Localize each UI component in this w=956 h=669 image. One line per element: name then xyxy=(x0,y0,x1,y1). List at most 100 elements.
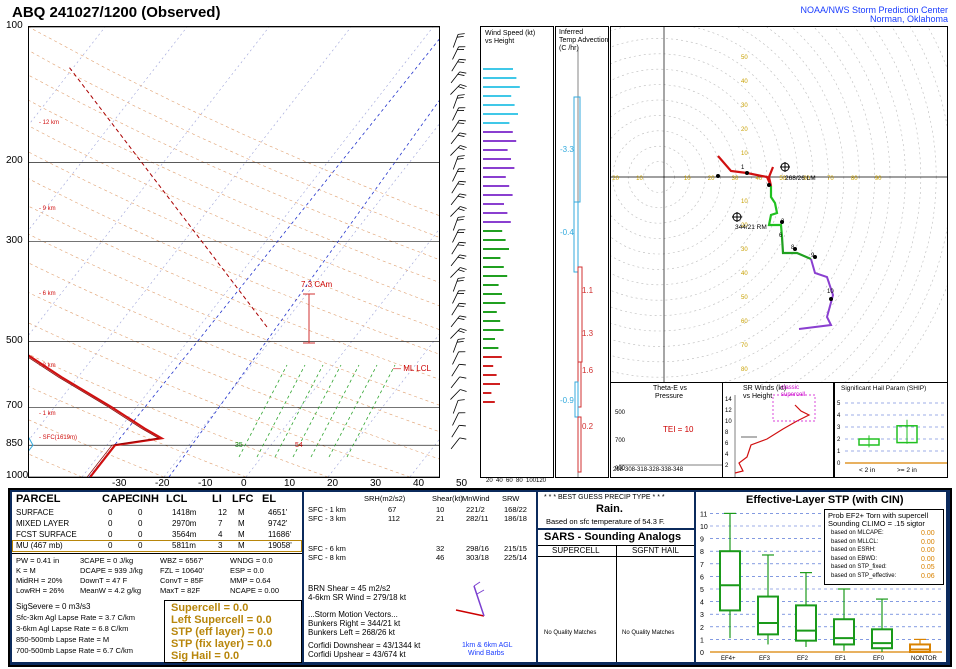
temp-advection-panel[interactable]: Inferred Temp Advection (C /hr) -3.3 -0.4… xyxy=(555,26,609,478)
sars-title: SARS - Sounding Analogs xyxy=(544,531,682,543)
stp-y-tick: 6 xyxy=(700,574,704,581)
barb-shaft xyxy=(452,339,459,353)
barb-flag xyxy=(457,61,465,63)
thermo-param: DownT = 47 F xyxy=(80,576,128,585)
barb-flag xyxy=(459,437,467,440)
thermo-param: DCAPE = 939 J/kg xyxy=(80,566,143,575)
wind-barb xyxy=(450,206,467,217)
wind-speed-panel[interactable]: Wind Speed (kt) vs Height xyxy=(480,26,554,478)
barb-flag xyxy=(460,389,467,392)
hodograph-y-tick: 10 xyxy=(741,199,748,205)
hodograph-ring xyxy=(793,27,906,383)
hodograph-point xyxy=(813,255,817,259)
hodograph-y-tick: 50 xyxy=(741,295,748,301)
temp-surface-label: 54 xyxy=(295,442,303,449)
stp-y-tick: 2 xyxy=(700,625,704,632)
wind-barb xyxy=(452,107,466,121)
height-label: - 6 km xyxy=(39,291,56,297)
skewt-panel[interactable]: 7.3 CAm — ML LCL - 12 km - 9 km - 6 km - 3 km… xyxy=(28,26,440,478)
stp-category-label: EF1 xyxy=(835,656,847,662)
hot-param: Supercell = 0.0 xyxy=(171,602,249,614)
thermo-param: ConvT = 85F xyxy=(160,576,204,585)
wind-barb xyxy=(450,328,467,339)
hodograph-point xyxy=(793,247,797,251)
hodograph-panel[interactable]: 40 30 20 10 10 20 30 40 50 60 70 80 90 50 40 30 20 10 10 20… xyxy=(610,26,948,384)
barb-flag xyxy=(457,110,465,111)
wind-barb xyxy=(452,277,465,292)
barb-flag xyxy=(456,219,464,221)
sars-divider-2 xyxy=(538,556,694,557)
barb-shaft xyxy=(451,181,460,194)
theta-e-panel[interactable]: Theta-E vs Pressure 500 700 900 TEI = 10 2… xyxy=(610,382,724,478)
parcel-box: SigSevere = 0 m3/s3 Supercell = 0.0 Left … xyxy=(12,492,302,663)
hot-params-box: Supercell = 0.0 Left Supercell = 0.0 STP (… xyxy=(164,600,302,663)
hodograph-y-tick: 40 xyxy=(741,79,748,85)
stp-info-value: 0.06 xyxy=(921,572,935,580)
parcel-cell: 0 xyxy=(108,519,113,528)
wetbulb-profile xyxy=(29,437,34,452)
hodograph-y-tick: 60 xyxy=(741,319,748,325)
wind-barb xyxy=(451,58,466,72)
barb-shaft xyxy=(450,315,461,328)
kinematics-cell: 32 xyxy=(436,544,445,553)
dry-adiabat xyxy=(29,453,83,477)
dry-adiabat xyxy=(29,125,439,306)
stp-box xyxy=(833,618,855,646)
barb-flag xyxy=(457,73,465,76)
barb-flag xyxy=(457,293,465,294)
barb-shaft xyxy=(452,95,459,109)
parcel-cell: 2970m xyxy=(172,519,197,528)
hodograph-ring xyxy=(611,27,845,363)
hodograph-x-tick: 90 xyxy=(875,176,882,182)
parcel-cell: 0 xyxy=(138,519,143,528)
barb-flag xyxy=(458,351,466,353)
stp-box xyxy=(719,550,741,612)
mu-parcel-highlight[interactable] xyxy=(12,540,302,552)
wind-barb xyxy=(452,338,465,353)
station-title: ABQ 241027/1200 (Observed) xyxy=(12,4,221,21)
height-label: - SFC(1619m) xyxy=(39,435,77,441)
pressure-tick-label: 1000 xyxy=(6,470,29,481)
sars-col1: SUPERCELL xyxy=(552,546,600,555)
advection-bar-cold xyxy=(573,96,581,203)
parcel-cell: 0 xyxy=(108,530,113,539)
hodograph-y-tick: 30 xyxy=(741,103,748,109)
kinematics-cell: SFC - 1 km xyxy=(308,505,346,514)
sars-col-divider xyxy=(616,545,617,662)
sr-winds-panel[interactable]: SR Winds (kt) vs Height classic supercel… xyxy=(722,382,834,478)
wind-barbs-mini xyxy=(455,581,485,617)
precip-box: * * * BEST GUESS PRECIP TYPE * * * Rain.… xyxy=(538,492,694,528)
corfidi-downshear: Corfidi Downshear = 43/1344 kt xyxy=(308,641,421,650)
barb-shaft xyxy=(451,303,460,316)
corfidi-upshear: Corfidi Upshear = 43/674 kt xyxy=(308,650,406,659)
ship-y-tick: 1 xyxy=(837,449,841,455)
temp-tick-label: -10 xyxy=(198,478,213,489)
isotherm-line xyxy=(29,27,352,441)
dry-adiabat xyxy=(29,354,329,477)
thermo-param: MMP = 0.64 xyxy=(230,576,271,585)
right-mover-label: 344/21 RM xyxy=(735,224,767,231)
advection-subtitle: Temp Advection xyxy=(559,37,609,44)
dry-adiabat xyxy=(29,419,165,477)
barb-shaft xyxy=(450,206,461,217)
thermo-param: ESP = 0.0 xyxy=(230,566,264,575)
barb-shaft xyxy=(452,156,459,170)
lapse-rate: 700-500mb Lapse Rate = 6.7 C/km xyxy=(16,646,133,655)
wind-barb xyxy=(452,46,466,60)
ship-panel[interactable]: Significant Hail Param (SHIP) 5 4 3 2 1 0 < 2… xyxy=(834,382,948,478)
parcel-cell: 19058' xyxy=(268,541,292,550)
hot-param: STP (fix layer) = 0.0 xyxy=(171,638,272,650)
thermo-param: PW = 0.41 in xyxy=(16,556,60,565)
hot-param: Left Supercell = 0.0 xyxy=(171,614,272,626)
advection-bar-cold xyxy=(573,201,579,273)
parcel-cell: 4 xyxy=(218,530,223,539)
wind-barb xyxy=(451,180,466,194)
barb-flag xyxy=(458,399,465,401)
sr-winds-y-tick: 8 xyxy=(725,430,729,436)
hodograph-ring xyxy=(887,27,947,383)
temp-tick-label: 20 xyxy=(327,478,339,489)
barb-flag xyxy=(458,155,465,157)
wind-barb xyxy=(452,168,466,182)
parcel-cell: 0 xyxy=(108,541,113,550)
kinematics-cell: 221/2 xyxy=(466,505,485,514)
